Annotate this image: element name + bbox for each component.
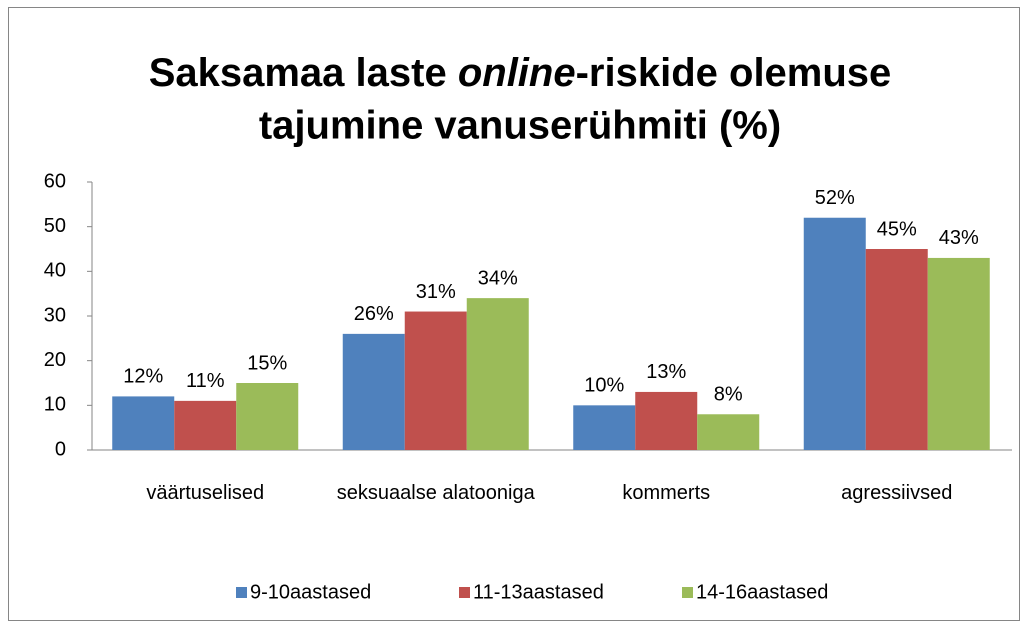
y-tick-label: 50 xyxy=(44,215,66,237)
legend-swatch xyxy=(236,587,247,598)
legend-label: 11-13aastased xyxy=(473,581,604,603)
bar xyxy=(803,217,866,450)
y-tick-label: 20 xyxy=(44,349,66,371)
data-label: 11% xyxy=(186,370,225,392)
y-tick-label: 30 xyxy=(44,304,66,326)
legend-label: 14-16aastased xyxy=(696,581,828,603)
data-label: 26% xyxy=(354,303,394,325)
bar xyxy=(236,383,299,450)
bar xyxy=(927,257,990,450)
y-tick-label: 40 xyxy=(44,260,66,282)
legend-swatch xyxy=(459,587,470,598)
x-tick-label: väärtuselised xyxy=(146,482,265,504)
bar xyxy=(404,311,467,450)
bar xyxy=(635,391,698,450)
legend-label: 9-10aastased xyxy=(250,581,371,603)
data-label: 31% xyxy=(416,281,456,303)
title-part: -riskide olemuse xyxy=(576,51,892,95)
bar xyxy=(697,414,760,450)
data-label: 12% xyxy=(123,366,163,388)
x-tick-label: agressiivsed xyxy=(841,482,953,504)
bar xyxy=(573,405,636,450)
chart-title: tajumine vanuserühmiti (%) xyxy=(259,104,781,148)
data-label: 15% xyxy=(247,352,287,374)
y-tick-label: 60 xyxy=(44,170,66,192)
legend-swatch xyxy=(682,587,693,598)
bar xyxy=(174,400,237,450)
title-part: Saksamaa laste xyxy=(149,51,458,95)
x-tick-label: seksuaalse alatooniga xyxy=(336,482,535,504)
y-tick-label: 0 xyxy=(55,438,66,460)
data-label: 10% xyxy=(584,375,624,397)
data-label: 52% xyxy=(815,187,855,209)
bar xyxy=(865,249,928,450)
data-label: 8% xyxy=(714,384,743,406)
bar xyxy=(112,396,175,450)
data-label: 45% xyxy=(877,218,917,240)
title-part: online xyxy=(458,51,576,95)
bar xyxy=(342,333,405,450)
y-tick-label: 10 xyxy=(44,394,66,416)
data-label: 43% xyxy=(939,227,979,249)
data-label: 13% xyxy=(646,361,686,383)
data-label: 34% xyxy=(478,267,518,289)
x-tick-label: kommerts xyxy=(622,482,711,504)
bar xyxy=(466,298,529,450)
chart-title: Saksamaa laste online-riskide olemuse xyxy=(149,51,892,95)
